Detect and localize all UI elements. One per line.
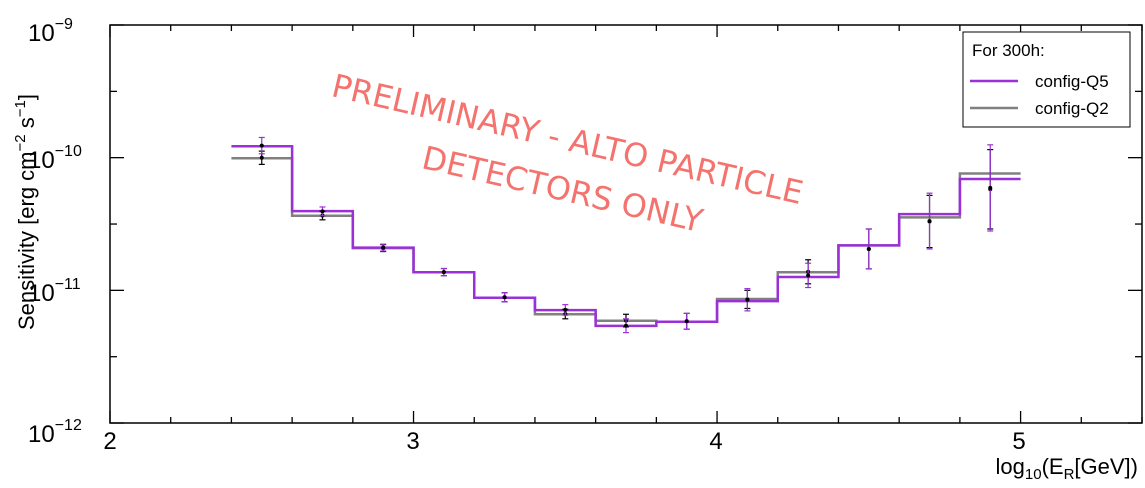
y-axis-title: Sensitivity [erg cm−2 s−1] xyxy=(12,94,39,330)
legend-box xyxy=(962,31,1131,128)
preliminary-watermark: PRELIMINARY - ALTO PARTICLE DETECTORS ON… xyxy=(328,67,806,241)
data-point-config-q5 xyxy=(259,143,264,148)
data-point-config-q5 xyxy=(866,246,871,251)
data-point-config-q5 xyxy=(684,319,689,324)
data-point-config-q5 xyxy=(624,323,628,328)
data-point-config-q5 xyxy=(927,219,932,224)
legend: For 300h: config-Q5 config-Q2 xyxy=(962,31,1131,128)
data-point-config-q5 xyxy=(381,245,386,250)
y-tick-label-1e-9: 10−9 xyxy=(28,16,73,47)
x-tick-label-3: 3 xyxy=(406,428,419,455)
legend-label-config-q5: config-Q5 xyxy=(1035,72,1109,91)
x-tick-label-4: 4 xyxy=(709,428,722,455)
x-axis-title: log10(ER[GeV]) xyxy=(996,454,1138,483)
x-tick-label-5: 5 xyxy=(1012,428,1025,455)
data-point-config-q5 xyxy=(745,297,750,302)
y-tick-label-1e-10: 10−10 xyxy=(28,143,82,174)
data-point-config-q5 xyxy=(441,270,446,275)
data-point-config-q5 xyxy=(563,307,568,312)
x-tick-labels: 2 3 4 5 xyxy=(103,428,1025,455)
series-line-config-q2 xyxy=(231,156,1021,323)
data-point-config-q5 xyxy=(806,273,811,278)
y-tick-labels: 10−9 10−10 10−11 10−12 xyxy=(28,16,82,448)
data-point-config-q5 xyxy=(502,295,507,300)
data-point-config-q2 xyxy=(259,155,264,160)
series-layer xyxy=(231,136,1021,334)
axis-ticks xyxy=(109,24,1143,424)
data-point-config-q5 xyxy=(320,209,325,214)
series-line-config-q5 xyxy=(231,144,1021,328)
legend-title: For 300h: xyxy=(972,41,1045,60)
data-point-config-q5 xyxy=(988,185,993,190)
y-tick-label-1e-12: 10−12 xyxy=(28,417,82,448)
x-tick-label-2: 2 xyxy=(103,428,116,455)
legend-label-config-q2: config-Q2 xyxy=(1035,99,1109,118)
y-tick-label-1e-11: 10−11 xyxy=(28,276,81,307)
